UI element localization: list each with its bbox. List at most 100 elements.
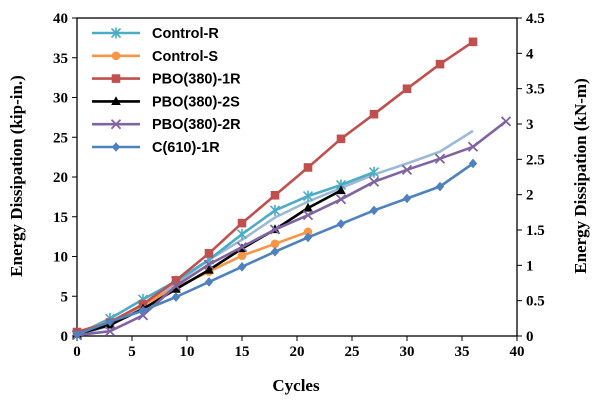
legend-label: C(610)-1R xyxy=(152,140,220,156)
legend-pbo-380-1r-marker xyxy=(111,74,121,83)
y-tick-label: 5 xyxy=(61,289,69,305)
y2-tick-label: 2.5 xyxy=(526,152,545,168)
legend-label: Control-S xyxy=(152,49,218,65)
y2-tick-label: 0.5 xyxy=(526,294,545,310)
y2-tick-label: 3.5 xyxy=(526,82,545,98)
series-pbo-380-2r xyxy=(71,116,512,341)
point-control-r-marker xyxy=(269,204,281,216)
y-tick-label: 35 xyxy=(53,51,68,67)
y2-tick-label: 1.5 xyxy=(526,223,545,239)
point-c-610-1r-marker xyxy=(105,316,115,327)
point-c-610-1r-marker xyxy=(303,232,313,243)
point-control-s-marker xyxy=(237,251,247,261)
point-c-610-1r-marker xyxy=(237,262,247,272)
point-c-610-1r-marker xyxy=(435,181,445,192)
y-tick-label: 20 xyxy=(53,170,68,186)
y-tick-label: 0 xyxy=(61,329,69,345)
series-control-r xyxy=(71,166,380,340)
legend: Control-R Control-S PBO(380)-1R PBO(380)-2S… xyxy=(82,21,252,164)
x-axis-label: Cycles xyxy=(272,376,320,395)
y-tick-label: 15 xyxy=(53,210,68,226)
point-c-610-1r-marker xyxy=(336,219,346,229)
x-tick-label: 0 xyxy=(73,344,81,360)
legend-entry-pbo-380-2s: PBO(380)-2S xyxy=(92,94,240,110)
point-pbo-380-1r-marker xyxy=(435,59,445,69)
point-pbo-380-2r-marker xyxy=(302,210,314,221)
legend-control-s-marker xyxy=(111,51,121,61)
y-tick-label: 30 xyxy=(53,91,68,107)
legend-label: PBO(380)-2S xyxy=(152,94,240,110)
point-pbo-380-1r-marker xyxy=(303,163,313,172)
point-c-610-1r-marker xyxy=(468,158,478,169)
x-tick-label: 10 xyxy=(180,344,195,360)
point-control-r-marker xyxy=(302,190,314,202)
x-tick-label: 25 xyxy=(345,344,360,360)
y2-tick-label: 4.5 xyxy=(526,11,545,27)
point-pbo-380-2r-marker xyxy=(269,224,281,235)
y2-tick-label: 4 xyxy=(526,46,534,62)
y2-tick-label: 3 xyxy=(526,117,534,133)
point-c-610-1r-marker xyxy=(138,305,148,316)
point-pbo-380-2r-marker xyxy=(500,116,512,127)
y2-axis-label: Energy Dissipation (kN-m) xyxy=(571,78,590,274)
point-c-610-1r-marker xyxy=(204,277,214,287)
point-c-610-1r-marker xyxy=(402,193,412,204)
point-control-s-marker xyxy=(303,227,313,237)
point-c-610-1r-marker xyxy=(171,292,181,302)
point-pbo-380-2s-marker xyxy=(336,185,346,195)
point-pbo-380-1r-marker xyxy=(336,134,346,144)
y2-tick-label: 1 xyxy=(526,258,534,274)
x-tick-label: 40 xyxy=(510,344,525,360)
point-pbo-380-2r-marker xyxy=(467,141,479,152)
point-pbo-380-2s-marker xyxy=(303,202,313,212)
x-tick-label: 30 xyxy=(400,344,415,360)
y2-tick-label: 0 xyxy=(526,329,534,345)
legend-entry-pbo-380-1r: PBO(380)-1R xyxy=(92,72,241,88)
y-tick-label: 10 xyxy=(53,250,68,266)
y-tick-label: 25 xyxy=(53,130,68,146)
point-pbo-380-2r-marker xyxy=(236,241,248,253)
point-pbo-380-1r-marker xyxy=(270,190,280,200)
point-c-610-1r-marker xyxy=(369,205,379,216)
legend-label: Control-R xyxy=(152,26,219,42)
legend-entry-pbo-380-2r: PBO(380)-2R xyxy=(92,117,241,133)
point-control-r-marker xyxy=(368,166,380,178)
series-layer xyxy=(71,37,512,341)
series-line-pbo-380-2r xyxy=(76,120,507,337)
legend-entry-control-s: Control-S xyxy=(92,49,218,65)
x-tick-label: 15 xyxy=(235,344,250,360)
legend-c-610-1r-marker xyxy=(111,142,121,152)
y2-tick-label: 2 xyxy=(526,188,534,204)
point-pbo-380-2r-marker xyxy=(401,164,413,175)
x-tick-label: 5 xyxy=(128,344,136,360)
point-pbo-380-1r-marker xyxy=(402,84,412,94)
point-control-s-marker xyxy=(270,239,280,249)
y-tick-label: 40 xyxy=(53,11,68,27)
legend-pbo-380-2s-marker xyxy=(111,96,121,105)
point-pbo-380-1r-marker xyxy=(237,218,247,228)
point-pbo-380-1r-marker xyxy=(369,109,379,119)
x-tick-label: 35 xyxy=(455,344,470,360)
legend-pbo-380-2r-marker xyxy=(110,119,122,130)
point-pbo-380-2s-marker xyxy=(171,283,181,293)
point-pbo-380-1r-marker xyxy=(468,37,478,47)
point-c-610-1r-marker xyxy=(270,246,280,257)
legend-control-r-marker xyxy=(110,27,122,39)
point-pbo-380-1r-marker xyxy=(171,276,181,285)
point-control-r-marker xyxy=(236,228,248,240)
series-line-control-r xyxy=(76,170,375,336)
point-pbo-380-2r-marker xyxy=(170,280,182,292)
legend-label: PBO(380)-2R xyxy=(152,117,241,133)
point-pbo-380-2r-marker xyxy=(434,153,446,164)
point-pbo-380-2r-marker xyxy=(335,194,347,205)
series-c-610-1r xyxy=(72,158,478,340)
point-pbo-380-1r-marker xyxy=(204,249,214,258)
legend-entry-control-r: Control-R xyxy=(92,26,219,42)
x-tick-label: 20 xyxy=(290,344,305,360)
legend-entry-c-610-1r: C(610)-1R xyxy=(92,140,220,156)
y-axis-label: Energy Dissipation (kip-in.) xyxy=(7,75,26,277)
point-pbo-380-2r-marker xyxy=(104,326,116,337)
point-pbo-380-2r-marker xyxy=(368,176,380,187)
point-pbo-380-2s-marker xyxy=(204,264,214,274)
